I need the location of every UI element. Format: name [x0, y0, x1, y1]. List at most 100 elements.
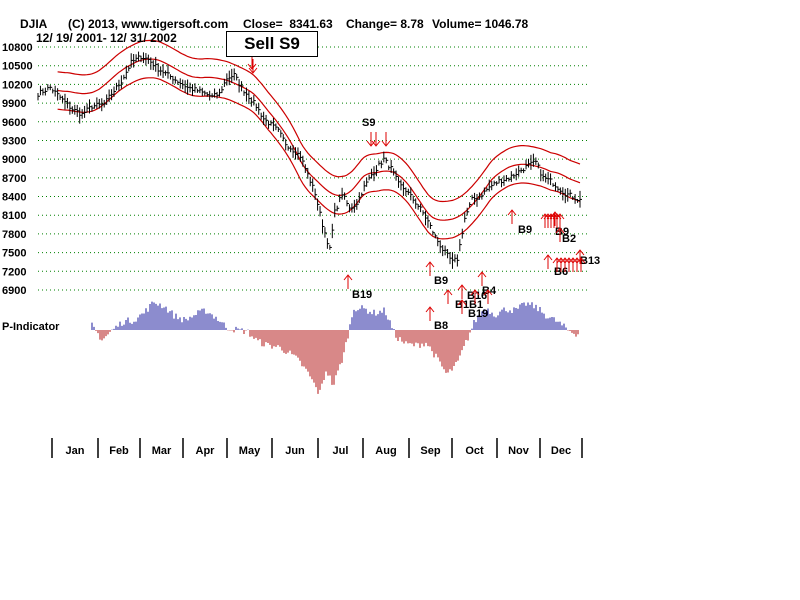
price-bar [334, 202, 337, 218]
price-bar [505, 174, 509, 182]
price-bar [192, 84, 195, 96]
price-bar [530, 154, 533, 170]
buy-arrow [556, 257, 566, 272]
volume-value: Volume= 1046.78 [432, 17, 529, 31]
price-bar [429, 222, 433, 230]
price-bar [39, 85, 43, 96]
buy-arrow [425, 306, 435, 321]
price-bar [98, 98, 102, 109]
buy-arrow-head [425, 261, 435, 268]
price-bar [295, 147, 298, 160]
signal-label: S9 [362, 117, 375, 129]
month-label: Oct [465, 445, 484, 457]
month-label: Jan [66, 445, 85, 457]
price-bar [113, 86, 117, 97]
price-bar [527, 158, 531, 168]
price-bar [231, 68, 234, 83]
ticker-label: DJIA [20, 17, 48, 31]
price-bar [373, 166, 376, 182]
price-bar [245, 87, 249, 102]
price-bar [196, 88, 200, 93]
price-bar [331, 223, 335, 239]
price-bar [258, 103, 261, 115]
y-tick-label: 9600 [2, 117, 26, 129]
buy-arrow [457, 284, 467, 299]
price-bar [52, 88, 55, 94]
price-bar [147, 54, 151, 64]
buy-arrow-head [576, 257, 586, 264]
price-bar [287, 145, 291, 151]
price-bar [211, 93, 215, 98]
price-bar [410, 187, 413, 201]
price-bar [486, 187, 489, 192]
middle-band [57, 58, 581, 221]
price-bar [140, 55, 144, 63]
price-bar [451, 252, 455, 269]
price-bar [206, 92, 210, 97]
price-bar [400, 179, 403, 191]
signal-label: B4 [482, 285, 497, 297]
y-tick-label: 8700 [2, 173, 26, 185]
price-bar [559, 187, 563, 195]
buy-arrow [543, 254, 553, 269]
sell-arrow [248, 59, 258, 74]
price-bar [523, 168, 526, 174]
signal-label: B2 [562, 233, 576, 245]
price-bar [253, 95, 256, 106]
p-indicator-histogram: P-Indicator [2, 301, 579, 394]
y-tick-label: 7500 [2, 248, 26, 260]
price-bar [223, 78, 227, 87]
price-bar [54, 85, 58, 97]
price-bar [424, 210, 428, 226]
y-tick-label: 8400 [2, 192, 26, 204]
price-bar [405, 187, 408, 197]
buy-arrow-head [552, 257, 562, 264]
buy-arrow-head [343, 274, 353, 281]
month-label: Sep [420, 445, 440, 457]
price-bar [216, 91, 220, 99]
price-bar [550, 173, 553, 186]
price-bar [142, 52, 146, 64]
price-bar [37, 92, 40, 101]
month-label: Jun [285, 445, 305, 457]
price-bar [111, 89, 114, 101]
price-bar [368, 174, 372, 181]
price-bar [346, 200, 350, 207]
month-label: Nov [508, 445, 530, 457]
price-bar [145, 53, 148, 66]
signal-label: B9 [555, 226, 569, 238]
price-bar [324, 227, 327, 238]
buy-arrow-head [470, 289, 480, 296]
x-axis: Jan Feb Mar Apr May Jun Jul Aug Sep Oct Nov Dec [51, 438, 583, 458]
lower-band [57, 77, 581, 240]
price-bar [81, 109, 85, 119]
price-bar [385, 157, 389, 164]
price-bar [199, 86, 202, 94]
price-bar [128, 65, 131, 72]
signal-label: B9 [518, 224, 532, 236]
price-bar [432, 230, 435, 236]
buy-arrow [470, 289, 480, 304]
price-bar [74, 104, 77, 115]
price-bar [123, 74, 126, 80]
price-bar [125, 65, 129, 80]
price-bar [204, 90, 207, 96]
price-bar [155, 56, 158, 72]
price-bar [162, 64, 166, 78]
price-bar [515, 168, 519, 181]
price-bar [275, 123, 278, 131]
y-tick-label: 7200 [2, 266, 26, 278]
price-bar [138, 51, 141, 62]
price-bar [76, 104, 80, 117]
price-bar [243, 90, 247, 96]
buy-arrow [477, 271, 487, 286]
price-bar [412, 195, 416, 204]
price-bar [194, 83, 197, 93]
price-bar [398, 176, 401, 188]
buy-arrow [568, 257, 578, 272]
price-bar [478, 192, 482, 200]
price-bar [255, 103, 259, 112]
signal-label: B19 [352, 289, 372, 301]
month-label: Mar [152, 445, 172, 457]
price-bar [380, 160, 384, 169]
